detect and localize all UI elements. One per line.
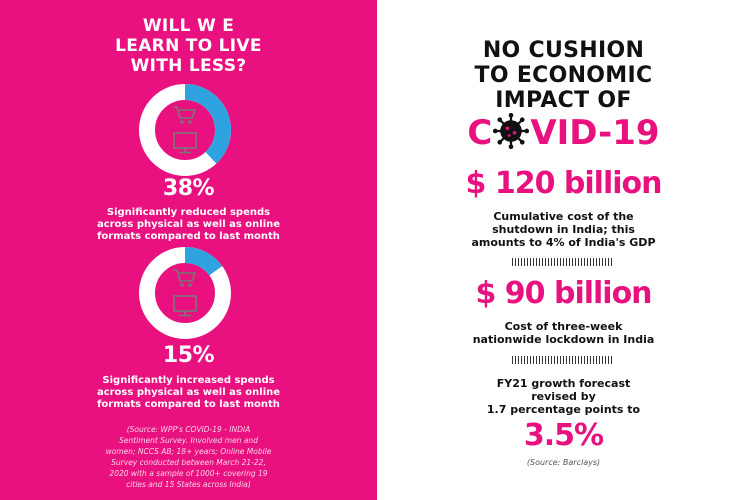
shopping-cart-icon — [173, 269, 197, 287]
monitor-icon — [173, 295, 197, 317]
right-title-line-3: IMPACT OF — [495, 88, 632, 113]
forecast-desc-line-3: 1.7 percentage points to — [486, 403, 641, 416]
stat-desc-reduced-line-3: formats compared to last month — [97, 231, 280, 242]
source-note-line-4: Survey conducted between March 21-22, — [111, 458, 266, 467]
source-note-line-1: (Source: WPP's COVID-19 - INDIA — [126, 425, 251, 434]
donut-chart-increased-spends — [139, 247, 231, 339]
donut-arc-increased — [139, 247, 231, 339]
figure-90-billion: $ 90 billion — [475, 276, 652, 311]
covid-heading: C VID-19 — [377, 113, 750, 153]
coronavirus-icon — [493, 113, 530, 149]
stat-percent-reduced: 38% — [162, 176, 215, 201]
stat-desc-reduced-line-2: across physical as well as online — [96, 219, 281, 230]
figure-120-desc-line-3: amounts to 4% of India's GDP — [471, 236, 656, 249]
barclays-source: (Source: Barclays) — [526, 458, 601, 467]
stat-desc-increased-line-1: Significantly increased spends — [102, 375, 275, 386]
left-panel: WILL W E LEARN TO LIVE WITH LESS? 38% Si… — [0, 0, 377, 500]
source-note-line-6: cities and 15 States across India) — [126, 480, 251, 489]
donut-chart-reduced-spends — [139, 84, 231, 176]
figure-120-desc-line-1: Cumulative cost of the — [493, 210, 634, 223]
source-note-line-3: women; NCCS AB; 18+ years; Online Mobile — [105, 447, 272, 456]
left-title-line-1: WILL W E — [142, 16, 235, 36]
donut-arc-reduced — [139, 84, 231, 176]
figure-90-desc-line-2: nationwide lockdown in India — [472, 333, 655, 346]
source-note-line-2: Sentiment Survey. Involved men and — [119, 436, 258, 445]
stat-desc-increased-line-2: across physical as well as online — [96, 387, 281, 398]
stat-percent-increased: 15% — [162, 343, 215, 368]
right-title-line-1: NO CUSHION — [482, 38, 645, 63]
forecast-desc-line-1: FY21 growth forecast — [496, 377, 631, 390]
divider-ticks-1 — [512, 258, 612, 266]
right-panel: NO CUSHION TO ECONOMIC IMPACT OF C VID-1… — [377, 0, 750, 500]
figure-120-billion: $ 120 billion — [465, 166, 663, 201]
source-note-line-5: 2020 with a sample of 1000+ covering 19 — [109, 469, 268, 478]
shopping-cart-icon — [173, 106, 197, 124]
figure-90-desc-line-1: Cost of three-week — [504, 320, 623, 333]
left-title-line-3: WITH LESS? — [130, 56, 247, 76]
covid-heading-prefix: C — [467, 113, 493, 153]
covid-heading-suffix: VID-19 — [530, 113, 660, 153]
divider-ticks-2 — [512, 356, 612, 364]
right-title-line-2: TO ECONOMIC — [474, 63, 653, 88]
stat-desc-increased-line-3: formats compared to last month — [97, 399, 280, 410]
monitor-icon — [173, 132, 197, 154]
stat-desc-reduced-line-1: Significantly reduced spends — [106, 207, 271, 218]
figure-growth-forecast: 3.5% — [523, 418, 604, 453]
figure-120-desc-line-2: shutdown in India; this — [492, 223, 635, 236]
forecast-desc-line-2: revised by — [531, 390, 596, 403]
left-title-line-2: LEARN TO LIVE — [115, 36, 262, 56]
